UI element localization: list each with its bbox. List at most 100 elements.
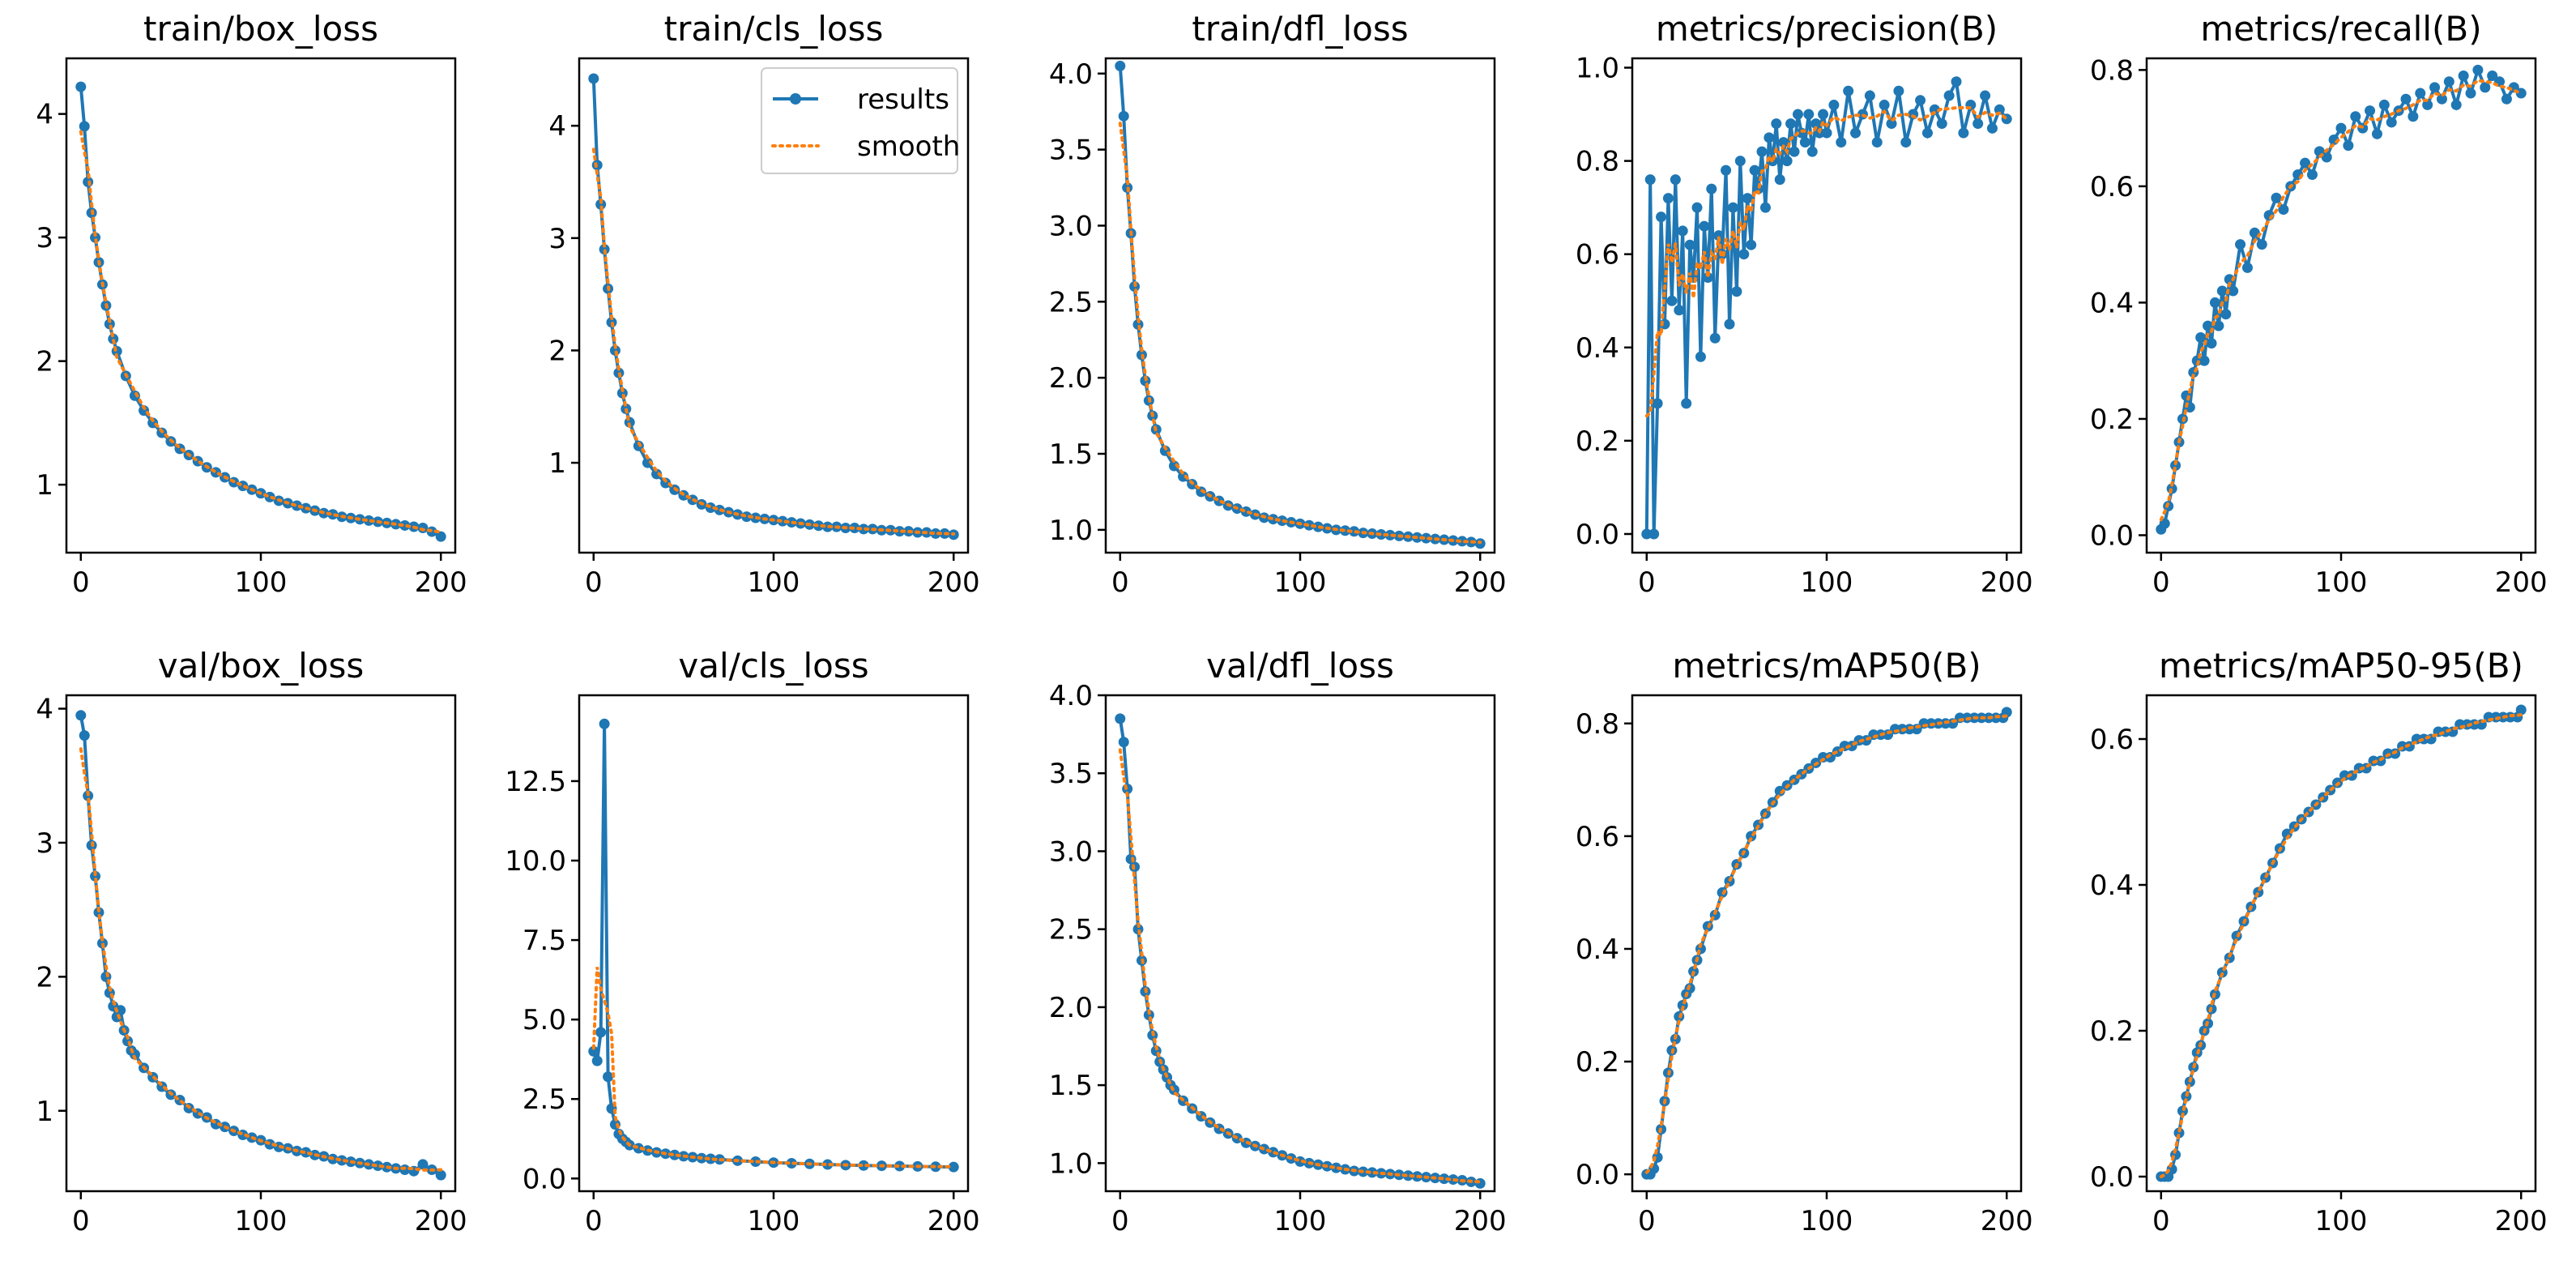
results-line — [591, 724, 954, 1169]
chart-title: val/cls_loss — [678, 646, 868, 686]
x-tick-label: 0 — [585, 566, 603, 599]
results-point — [90, 870, 101, 882]
results-point — [2400, 93, 2412, 105]
results-point — [1778, 137, 1789, 148]
y-tick-label: 0.4 — [2090, 870, 2134, 902]
results-point — [79, 730, 90, 741]
results-point — [1943, 90, 1955, 101]
results-point — [1759, 202, 1771, 213]
results-point — [1764, 132, 1775, 143]
x-tick-label: 0 — [585, 1205, 603, 1237]
results-point — [1118, 110, 1129, 122]
results-point — [705, 1153, 716, 1164]
chart-title: metrics/mAP50-95(B) — [2159, 646, 2523, 686]
x-tick-label: 100 — [748, 566, 800, 599]
results-point — [1178, 471, 1189, 482]
results-point — [1384, 529, 1396, 540]
results-point — [372, 1160, 383, 1172]
results-point — [1644, 174, 1656, 186]
results-point — [2228, 285, 2239, 297]
results-point — [75, 81, 87, 92]
results-point — [327, 509, 339, 520]
results-point — [2422, 99, 2433, 110]
results-point — [2306, 169, 2318, 181]
results-point — [1900, 137, 1912, 148]
results-point — [1915, 95, 1926, 106]
legend-results-marker — [790, 93, 801, 105]
results-point — [291, 500, 302, 511]
y-tick-label: 12.5 — [505, 766, 566, 798]
y-tick-label: 2 — [36, 346, 53, 378]
chart-train-box-loss: train/box_loss 0 100 200 1 2 3 4 — [36, 9, 467, 599]
y-tick-label: 2.5 — [1049, 914, 1093, 946]
results-point — [1810, 118, 1822, 130]
results-point — [1681, 398, 1692, 409]
results-point — [1799, 137, 1810, 148]
results-point — [115, 1005, 126, 1016]
x-tick-label: 100 — [748, 1205, 800, 1237]
y-tick-label: 2.5 — [1049, 286, 1093, 318]
results-point — [2472, 64, 2484, 75]
y-tick-label: 1 — [36, 469, 53, 502]
results-point — [1731, 286, 1742, 297]
results-point — [1749, 164, 1760, 176]
results-point — [1980, 90, 1991, 101]
legend: results smooth — [761, 67, 960, 174]
plot-frame — [578, 694, 970, 1193]
y-tick-label: 3 — [36, 827, 53, 860]
x-tick-label: 200 — [1981, 566, 2033, 599]
smooth-line — [2159, 713, 2523, 1178]
y-tick-label: 2.0 — [1049, 992, 1093, 1024]
results-point — [336, 1155, 348, 1166]
chart-title: val/dfl_loss — [1206, 646, 1394, 686]
x-tick-label: 100 — [1274, 566, 1327, 599]
y-tick-label: 2.0 — [1049, 362, 1093, 395]
results-point — [1691, 202, 1703, 213]
results-point — [2365, 105, 2376, 117]
results-point — [2220, 309, 2232, 320]
x-tick-label: 200 — [1454, 566, 1507, 599]
y-tick-label: 7.5 — [522, 925, 566, 957]
x-tick-label: 200 — [928, 1205, 980, 1237]
results-line — [1118, 66, 1481, 545]
results-point — [1674, 305, 1685, 316]
y-tick-label: 4.0 — [1049, 680, 1093, 712]
results-point — [1666, 295, 1678, 306]
x-tick-label: 100 — [1801, 566, 1853, 599]
y-tick-label: 3 — [548, 223, 566, 255]
results-point — [1936, 118, 1947, 130]
plot-frame — [1104, 694, 1496, 1193]
results-point — [1670, 174, 1681, 186]
x-tick-label: 0 — [2152, 1205, 2170, 1237]
results-point — [948, 1161, 959, 1173]
y-tick-label: 3.0 — [1049, 210, 1093, 242]
legend-smooth-label: smooth — [857, 130, 960, 163]
results-point — [1652, 398, 1663, 409]
results-point — [786, 1157, 797, 1169]
chart-val-cls-loss: val/cls_loss 0 100 200 0.0 2.5 5.0 7.5 10.0 12.5 — [505, 646, 979, 1237]
x-tick-label: 200 — [928, 566, 980, 599]
results-point — [2203, 320, 2214, 331]
results-point — [79, 121, 90, 132]
results-point — [2465, 88, 2476, 99]
smooth-line — [1644, 106, 2009, 418]
y-tick-label: 0.0 — [2090, 519, 2134, 552]
y-tick-label: 1 — [36, 1096, 53, 1128]
results-point — [1958, 127, 1969, 139]
smooth-line — [2159, 79, 2523, 522]
results-line — [79, 86, 442, 538]
y-tick-label: 1.0 — [1576, 53, 1619, 85]
results-point — [1781, 156, 1793, 167]
results-point — [2350, 111, 2361, 122]
chart-metrics-map50-95-b: metrics/mAP50-95(B) 0 100 200 0.0 0.2 0.4 0.6 — [2090, 646, 2548, 1237]
y-tick-label: 4 — [548, 110, 566, 143]
results-point — [417, 1159, 429, 1170]
results-point — [1886, 118, 1897, 130]
y-tick-label: 0.2 — [1576, 425, 1619, 458]
y-tick-label: 0.8 — [1576, 146, 1619, 178]
results-point — [2436, 93, 2447, 105]
results-point — [1973, 118, 1984, 130]
results-point — [2271, 192, 2282, 203]
results-line — [79, 715, 442, 1177]
results-point — [2450, 99, 2462, 110]
